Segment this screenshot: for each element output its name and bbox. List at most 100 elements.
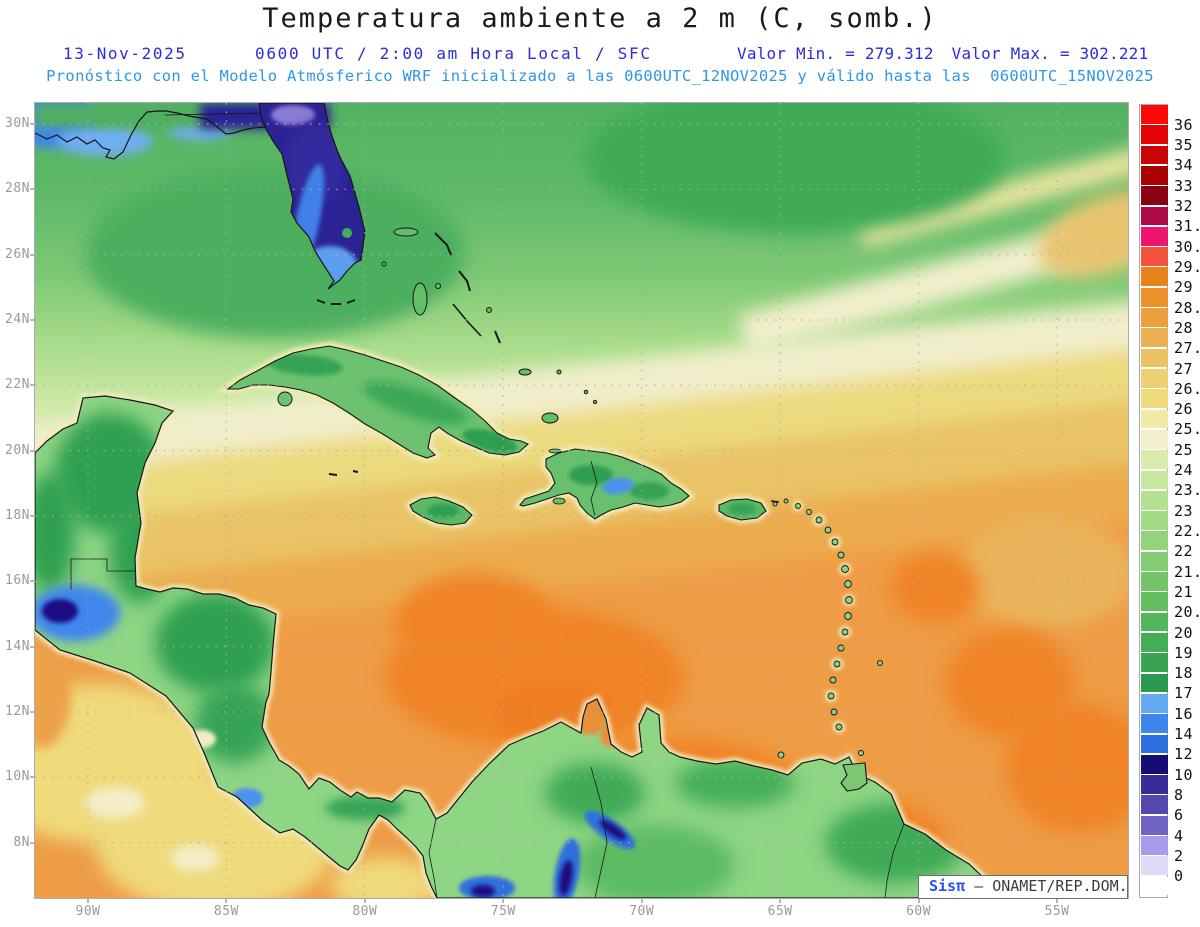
colorbar-cell (1141, 592, 1168, 612)
forecast-description: Pronóstico con el Modelo Atmósferico WRF… (46, 67, 1154, 85)
colorbar-label: 24 (1174, 461, 1194, 480)
lat-label: 26N (5, 246, 30, 262)
colorbar-label: 20 (1174, 623, 1194, 642)
lat-tick (30, 188, 34, 191)
cayman-islands (328, 470, 359, 476)
sispi-logo: Sisπ (929, 877, 966, 895)
colorbar-label: 22.5 (1174, 521, 1200, 540)
colorbar-cell (1141, 734, 1168, 754)
lon-label: 60W (906, 904, 932, 919)
lon-tick (225, 899, 228, 903)
colorbar-label: 25 (1174, 440, 1194, 459)
colorbar-label: 31.5 (1174, 217, 1200, 236)
colorbar-cell (1141, 653, 1168, 673)
temperature-field-map (35, 103, 1128, 898)
lon-tick (363, 899, 366, 903)
colorbar-label: 8 (1174, 785, 1184, 804)
colorbar-cell (1141, 470, 1168, 490)
lat-tick (30, 710, 34, 713)
min-value-label: Valor Min. = 279.312 (737, 44, 934, 63)
colorbar-label: 10 (1174, 765, 1194, 784)
colorbar-label: 19 (1174, 643, 1194, 662)
haiti-dr-border (590, 460, 598, 517)
lat-tick (30, 123, 34, 125)
lon-label: 75W (490, 904, 516, 919)
colorbar-label: 26 (1174, 400, 1194, 419)
lon-tick (1056, 899, 1058, 903)
lat-label: 24N (5, 311, 30, 327)
watermark: Sisπ – ONAMET/REP.DOM. (918, 875, 1128, 899)
colorbar-cell (1141, 490, 1168, 510)
colorbar-cell (1141, 714, 1168, 734)
lon-label: 80W (352, 904, 378, 919)
lat-label: 20N (5, 442, 30, 458)
colorbar-label: 18 (1174, 664, 1194, 683)
colorbar-label: 34 (1174, 156, 1194, 175)
lon-tick (779, 899, 782, 903)
lon-tick (917, 899, 920, 903)
colorbar-cell (1141, 247, 1168, 266)
colorbar-label: 21 (1174, 582, 1194, 601)
colorbar-cell (1141, 775, 1168, 794)
lon-label: 55W (1044, 904, 1070, 919)
colorbar-cell (1141, 429, 1168, 449)
colorbar-label: 23.5 (1174, 481, 1200, 500)
lon-label: 65W (767, 904, 793, 919)
colorbar-label: 33 (1174, 176, 1194, 195)
colorbar-cell (1141, 612, 1168, 632)
lat-label: 30N (5, 116, 30, 131)
lesser-antilles-islands (772, 498, 883, 759)
gonave-island (552, 497, 566, 505)
bahamas-islands (381, 227, 598, 424)
cuba-island (228, 346, 528, 458)
florida-keys (316, 299, 356, 305)
colorbar-label: 27 (1174, 359, 1194, 378)
colorbar-cell (1141, 308, 1168, 327)
tortuga-island (548, 448, 562, 454)
colorbar-label: 2 (1174, 846, 1184, 865)
colorbar-cell (1141, 206, 1168, 226)
colorbar-cell (1141, 165, 1168, 185)
colorbar-cell (1141, 795, 1168, 815)
gulf-coastline (35, 110, 266, 160)
colorbar-label: 20.5 (1174, 603, 1200, 622)
watermark-org: – ONAMET/REP.DOM. (965, 877, 1128, 895)
run-date: 13-Nov-2025 (63, 44, 187, 63)
lat-tick (30, 580, 34, 583)
lon-tick (502, 899, 505, 903)
colorbar-label: 30.7 (1174, 237, 1200, 256)
colorbar-label: 14 (1174, 725, 1194, 744)
jamaica-island (410, 497, 472, 525)
colorbar-cell (1141, 836, 1168, 855)
colorbar-cell (1141, 633, 1168, 652)
colorbar-label: 6 (1174, 806, 1184, 825)
colorbar-cell (1141, 815, 1168, 835)
country-borders (70, 558, 905, 898)
lon-label: 90W (75, 904, 101, 919)
gridlines (35, 103, 1128, 898)
colorbar-label: 4 (1174, 826, 1184, 845)
lon-label: 70W (629, 904, 655, 919)
lat-tick (30, 841, 34, 844)
puerto-rico-island (719, 499, 766, 520)
colorbar-cell (1141, 856, 1168, 876)
colorbar-cell (1141, 267, 1168, 287)
colorbar-cell (1141, 754, 1168, 774)
colorbar-label: 32 (1174, 197, 1194, 216)
colorbar-cell (1141, 511, 1168, 530)
colorbar-label: 12 (1174, 745, 1194, 764)
colorbar-label: 27.5 (1174, 339, 1200, 358)
colorbar-label: 0 (1174, 867, 1184, 886)
colorbar-label: 16 (1174, 704, 1194, 723)
colorbar-cell (1141, 876, 1168, 896)
max-value-label: Valor Max. = 302.221 (951, 44, 1149, 63)
colorbar-cell (1141, 551, 1168, 571)
colorbar-cell (1141, 105, 1168, 124)
map-canvas (35, 103, 1128, 898)
colorbar-label: 25.5 (1174, 420, 1200, 439)
lat-tick (30, 253, 34, 256)
lat-label: 18N (5, 507, 30, 523)
lat-label: 28N (5, 181, 30, 197)
colorbar-label: 26.5 (1174, 379, 1200, 398)
